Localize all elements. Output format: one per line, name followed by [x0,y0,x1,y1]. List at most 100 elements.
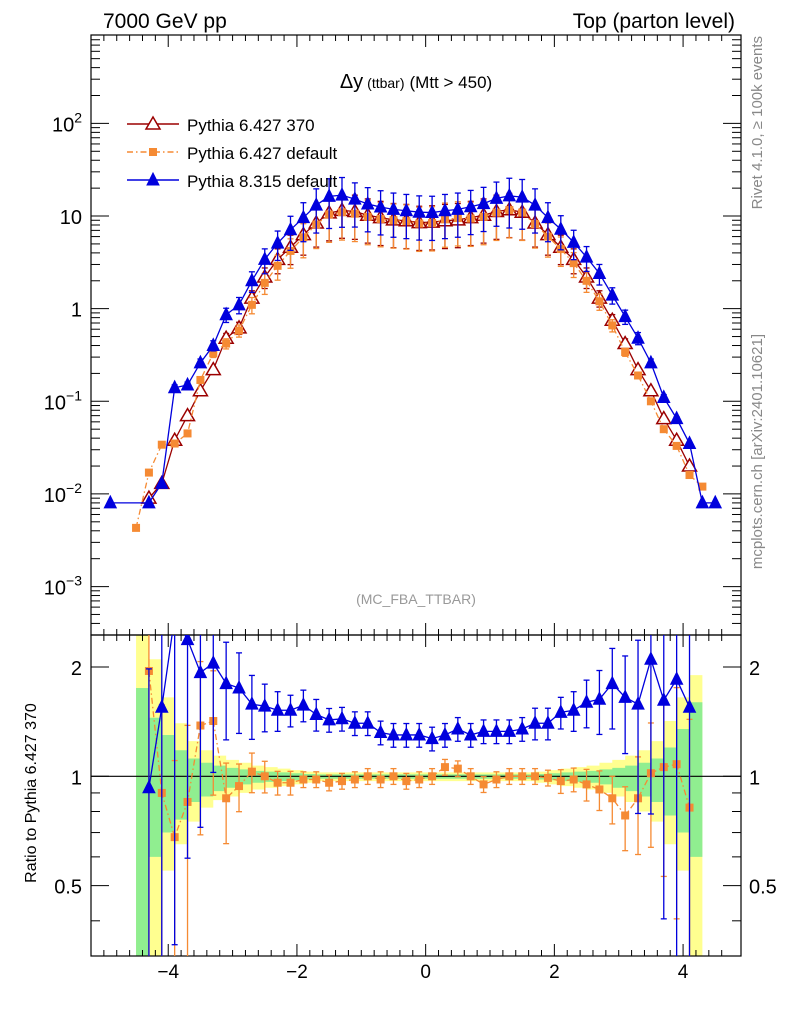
main-series-2-point [373,198,388,213]
main-series-0-line [148,209,691,499]
ratio-y-tick-label-left: 2 [71,658,82,680]
main-series-1-point [222,339,231,348]
main-series-0-point [204,361,222,376]
legend-marker [144,115,162,130]
ratio-y-tick-label-right: 1 [749,767,760,789]
ratio-series-1-point [669,671,684,685]
rivet-version-label: Rivet 4.1.0, ≥ 100k events [749,36,766,209]
ratio-series-0-point [389,772,398,781]
main-series-1-point [260,278,269,287]
ratio-series-0-point [595,785,604,794]
ratio-series-0-point [325,778,334,787]
main-series-2-point [669,410,684,425]
ratio-series-1-point [644,651,658,665]
main-series-1-point [685,471,694,480]
legend-label: Pythia 6.427 default [187,144,338,163]
main-series-2-point [605,287,620,301]
main-series-2-point [283,221,298,236]
ratio-series-0-point [247,767,256,776]
x-tick-label: −4 [157,962,179,983]
main-series-2-point [476,195,491,210]
ratio-series-1-point [412,726,427,741]
ratio-series-0-point [415,775,424,784]
y-tick-label: 10−3 [44,573,82,600]
main-series-2-point [348,191,362,205]
main-series-2-point [232,296,246,311]
ratio-series-1-point [322,711,336,726]
main-series-1-point [698,482,707,491]
main-series-1-point [183,429,192,438]
ratio-series-1-point [618,689,632,703]
ratio-series-1-point [489,723,504,737]
ratio-series-1-point [206,654,221,669]
main-series-2-point [463,198,478,213]
main-series-0-point [192,382,209,397]
ratio-series-1-point [180,635,195,646]
main-series-2-point [206,337,221,352]
ratio-series-1-point [245,696,259,710]
ratio-series-0-point [428,772,437,781]
axis-ticks [91,34,741,956]
x-tick-label: −2 [286,962,308,983]
main-series-2-point [257,251,272,265]
plot-title-symbol: Δy [340,71,363,93]
x-tick-label: 2 [549,962,560,983]
main-series-2-point [695,494,710,509]
ratio-series-1-point [193,664,208,679]
ratio-series-1-point [438,726,452,741]
ratio-series-0-point [299,775,308,784]
legend-marker [146,171,160,186]
main-series-2-point [451,201,465,215]
main-series-2-point [566,234,581,248]
main-series-2-point [631,330,645,344]
main-series-2-point [309,197,324,211]
main-series-1-line [135,209,703,529]
ratio-series-1-point [425,730,439,745]
main-series-2-point [528,197,542,211]
main-series-1-point [672,441,681,450]
main-series-1-point [569,259,578,268]
ratio-series-1-point [502,723,517,737]
ratio-series-1-point [360,715,375,729]
main-series-2-point [154,475,169,489]
ratio-series-1-point [682,699,697,713]
main-series-2-point [180,376,195,391]
y-tick-label: 10 [60,207,82,229]
plot-title-subscript: (ttbar) [367,75,404,91]
ratio-series-1-point [528,715,542,729]
tick-labels: −4 −2 0 2 4 10−3 10−2 10−1 1 10 102 0.5 0.5 1 1 2 2 [44,109,777,983]
main-series-2-point [193,354,208,369]
ratio-series-1-point [309,706,324,720]
ratio-series-0-point [466,772,475,781]
ratio-series-1-point [348,715,362,729]
main-series-2-point [541,209,555,224]
main-series-2-point [425,204,439,219]
ratio-series-1-point [386,726,401,741]
main-series-0-point [642,382,660,397]
ratio-series-0-point [518,772,527,781]
main-series-2-point [656,389,671,403]
main-series-2-point [489,190,504,204]
ratio-series-1-point [257,698,272,712]
legend-label: Pythia 6.427 370 [187,116,315,135]
main-series-2-point [412,204,427,218]
ratio-band-outer [136,635,703,956]
ratio-series-1-point [631,696,645,710]
main-series-2-point [360,195,375,210]
main-series-2-point [399,202,414,217]
ratio-series-1-point [399,726,414,741]
main-series-2-point [553,221,568,235]
energy-label: 7000 GeV pp [103,10,227,33]
main-series-2-point [579,249,594,263]
main-series-2-point [245,272,259,287]
ratio-series-0-point [543,773,552,782]
ratio-series-1-point [579,694,594,708]
ratio-series-1-point [232,679,246,694]
ratio-series-1-point [463,726,478,741]
y-tick-label: 10−2 [44,480,82,507]
x-tick-label: 4 [678,962,689,983]
analysis-watermark: (MC_FBA_TTBAR) [356,591,476,607]
ratio-series-1-point [566,702,581,716]
ratio-series-0-point [440,763,449,772]
